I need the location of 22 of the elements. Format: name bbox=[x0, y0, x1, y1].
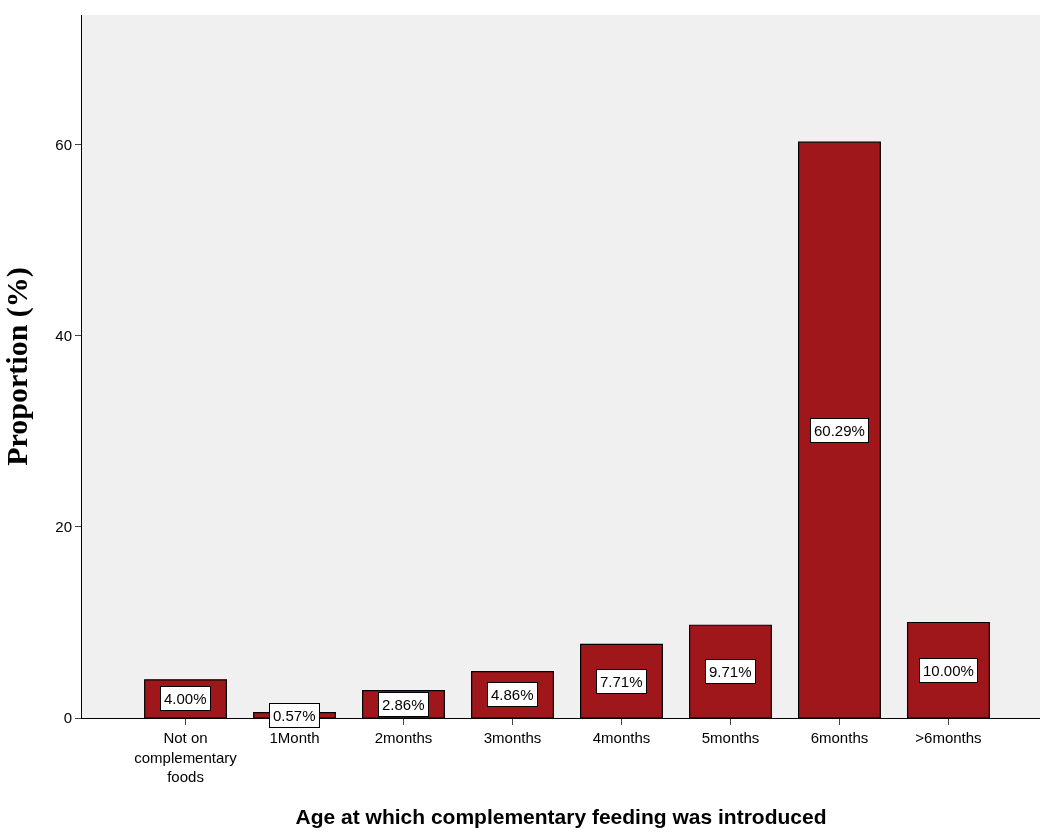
y-axis-title: Proportion (%) bbox=[0, 267, 34, 466]
data-label: 60.29% bbox=[814, 422, 865, 439]
x-axis-title: Age at which complementary feeding was introduced bbox=[295, 805, 827, 829]
data-label: 4.86% bbox=[491, 686, 534, 703]
y-tick-label: 20 bbox=[55, 518, 72, 536]
data-label: 0.57% bbox=[273, 707, 316, 724]
data-label: 10.00% bbox=[923, 662, 974, 679]
data-label: 4.00% bbox=[164, 690, 207, 707]
x-tick-label: 6months bbox=[810, 729, 869, 746]
x-tick-label: >6months bbox=[915, 729, 982, 746]
y-tick-label: 40 bbox=[55, 327, 72, 345]
x-tick-label: 2months bbox=[374, 729, 433, 746]
x-tick-label: 4months bbox=[592, 729, 651, 746]
x-tick-label: 3months bbox=[483, 729, 542, 746]
y-tick-label: 0 bbox=[63, 709, 72, 727]
x-tick-label: 1Month bbox=[269, 729, 320, 746]
x-tick-label: 5months bbox=[701, 729, 760, 746]
y-tick-label: 60 bbox=[55, 136, 72, 154]
data-label: 9.71% bbox=[709, 663, 752, 680]
x-tick-label: Not on complementary foods bbox=[134, 729, 238, 785]
data-label: 7.71% bbox=[600, 673, 643, 690]
data-label: 2.86% bbox=[382, 696, 425, 713]
